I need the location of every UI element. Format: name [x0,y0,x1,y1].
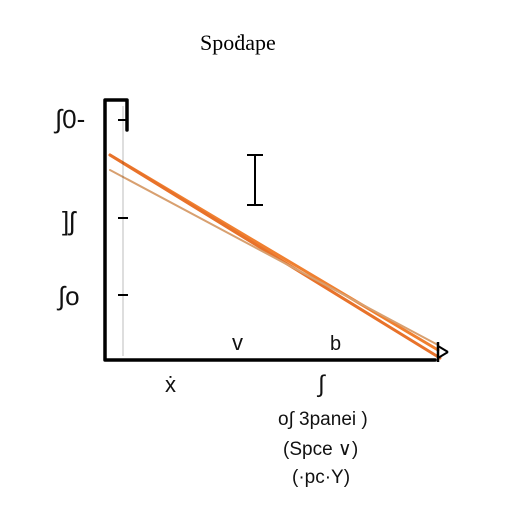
x-label-0: ẋ [165,372,176,397]
annotation-0: o∫ 3panei ) [278,409,368,430]
x-label-1: v [232,330,243,355]
y-label-1: ]ʃ [62,206,77,236]
x-label-3: b [330,333,341,355]
annotation-1: (Spce ∨) [283,439,358,460]
annotation-2: (·pc·Y) [292,467,350,488]
x-label-2: ∫ [316,371,326,398]
y-label-0: ∫0- [53,104,85,134]
plot-background [0,0,512,512]
y-label-2: ∫o [56,281,80,311]
page-title: Spoḋape [200,30,276,55]
